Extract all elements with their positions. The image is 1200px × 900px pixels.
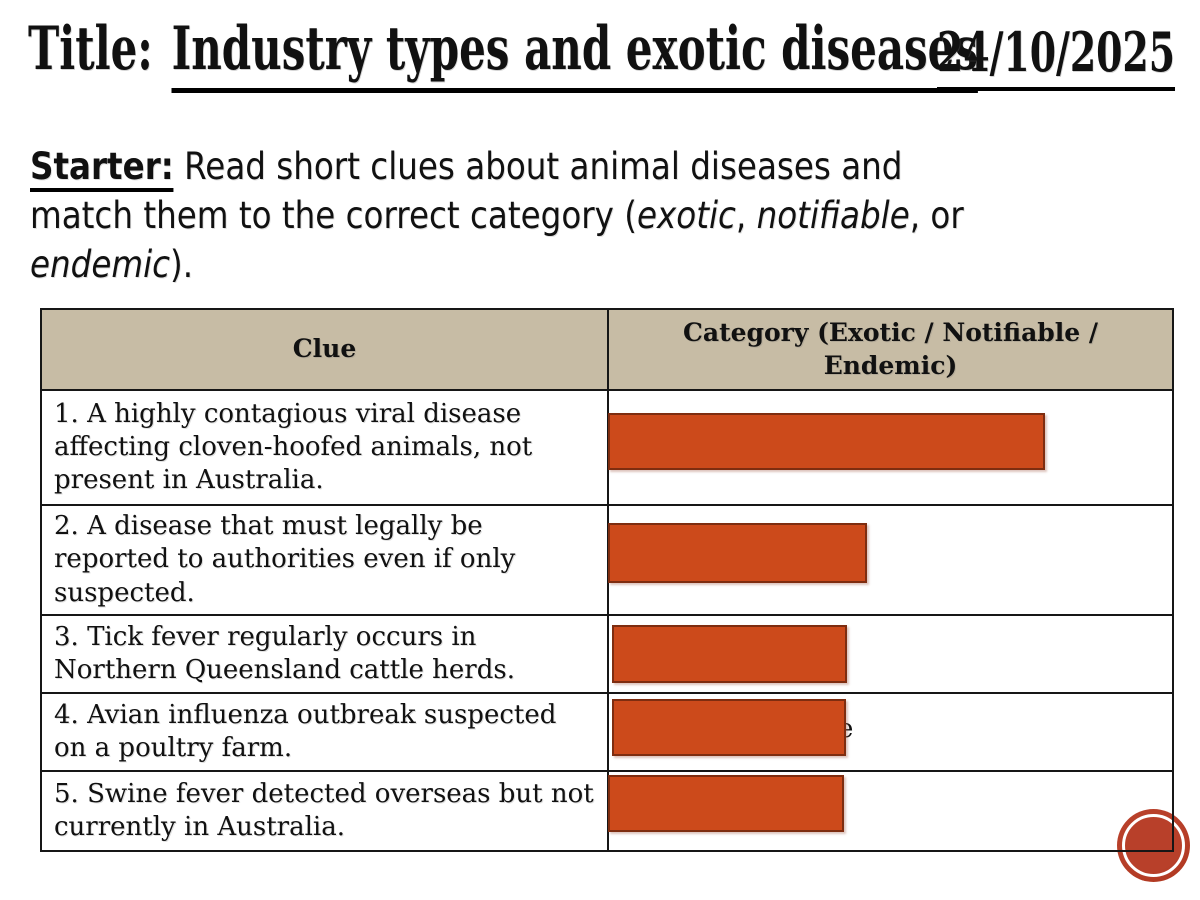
clue-text-1: 1. A highly contagious viral disease aff…: [54, 398, 533, 495]
starter-text-line2: match them to the correct category (: [30, 194, 637, 237]
answer-cover-rect-2[interactable]: [608, 523, 867, 583]
answer-cover-rect-3[interactable]: [612, 625, 847, 683]
answer-cell-3: [607, 614, 1172, 692]
clue-cell-4: 4. Avian influenza outbreak suspected on…: [42, 692, 607, 770]
clue-text-2: 2. A disease that must legally be report…: [54, 511, 516, 608]
column-header-clue-label: Clue: [292, 334, 357, 364]
starter-term-exotic: exotic: [636, 194, 736, 237]
column-header-category: Category (Exotic / Notifiable / Endemic): [607, 310, 1172, 389]
answer-cover-rect-5[interactable]: [608, 775, 844, 832]
clue-text-4: 4. Avian influenza outbreak suspected on…: [54, 699, 557, 763]
clue-category-table: Clue Category (Exotic / Notifiable / End…: [40, 308, 1174, 852]
answer-cover-rect-1[interactable]: [608, 413, 1045, 470]
starter-label: Starter:: [30, 145, 174, 192]
starter-separator-2: , or: [909, 194, 964, 237]
clue-text-3: 3. Tick fever regularly occurs in Northe…: [54, 621, 515, 685]
seal-stamp-icon: [1117, 809, 1190, 882]
clue-cell-3: 3. Tick fever regularly occurs in Northe…: [42, 614, 607, 692]
starter-closing: ).: [170, 243, 194, 286]
date-label: 24/10/2025: [936, 20, 1175, 91]
title-text: Industry types and exotic diseases: [171, 14, 979, 93]
starter-text-line1: Read short clues about animal diseases a…: [173, 145, 903, 188]
clue-cell-5: 5. Swine fever detected overseas but not…: [42, 770, 607, 850]
starter-paragraph: Starter: Read short clues about animal d…: [30, 142, 964, 289]
starter-term-endemic: endemic: [30, 243, 171, 286]
column-header-category-label: Category (Exotic / Notifiable / Endemic): [682, 318, 1099, 380]
page-title: Title: Industry types and exotic disease…: [28, 14, 979, 93]
answer-cover-rect-4[interactable]: [612, 699, 846, 756]
clue-cell-1: 1. A highly contagious viral disease aff…: [42, 389, 607, 504]
column-header-clue: Clue: [42, 310, 607, 389]
answer-cell-4: [607, 692, 1172, 770]
clue-cell-2: 2. A disease that must legally be report…: [42, 504, 607, 614]
starter-separator-1: ,: [735, 194, 757, 237]
clue-text-5: 5. Swine fever detected overseas but not…: [54, 778, 594, 842]
seal-stamp-ring: [1122, 814, 1185, 877]
title-prefix: Title:: [28, 14, 168, 84]
starter-term-notifiable: notifiable: [756, 194, 910, 237]
